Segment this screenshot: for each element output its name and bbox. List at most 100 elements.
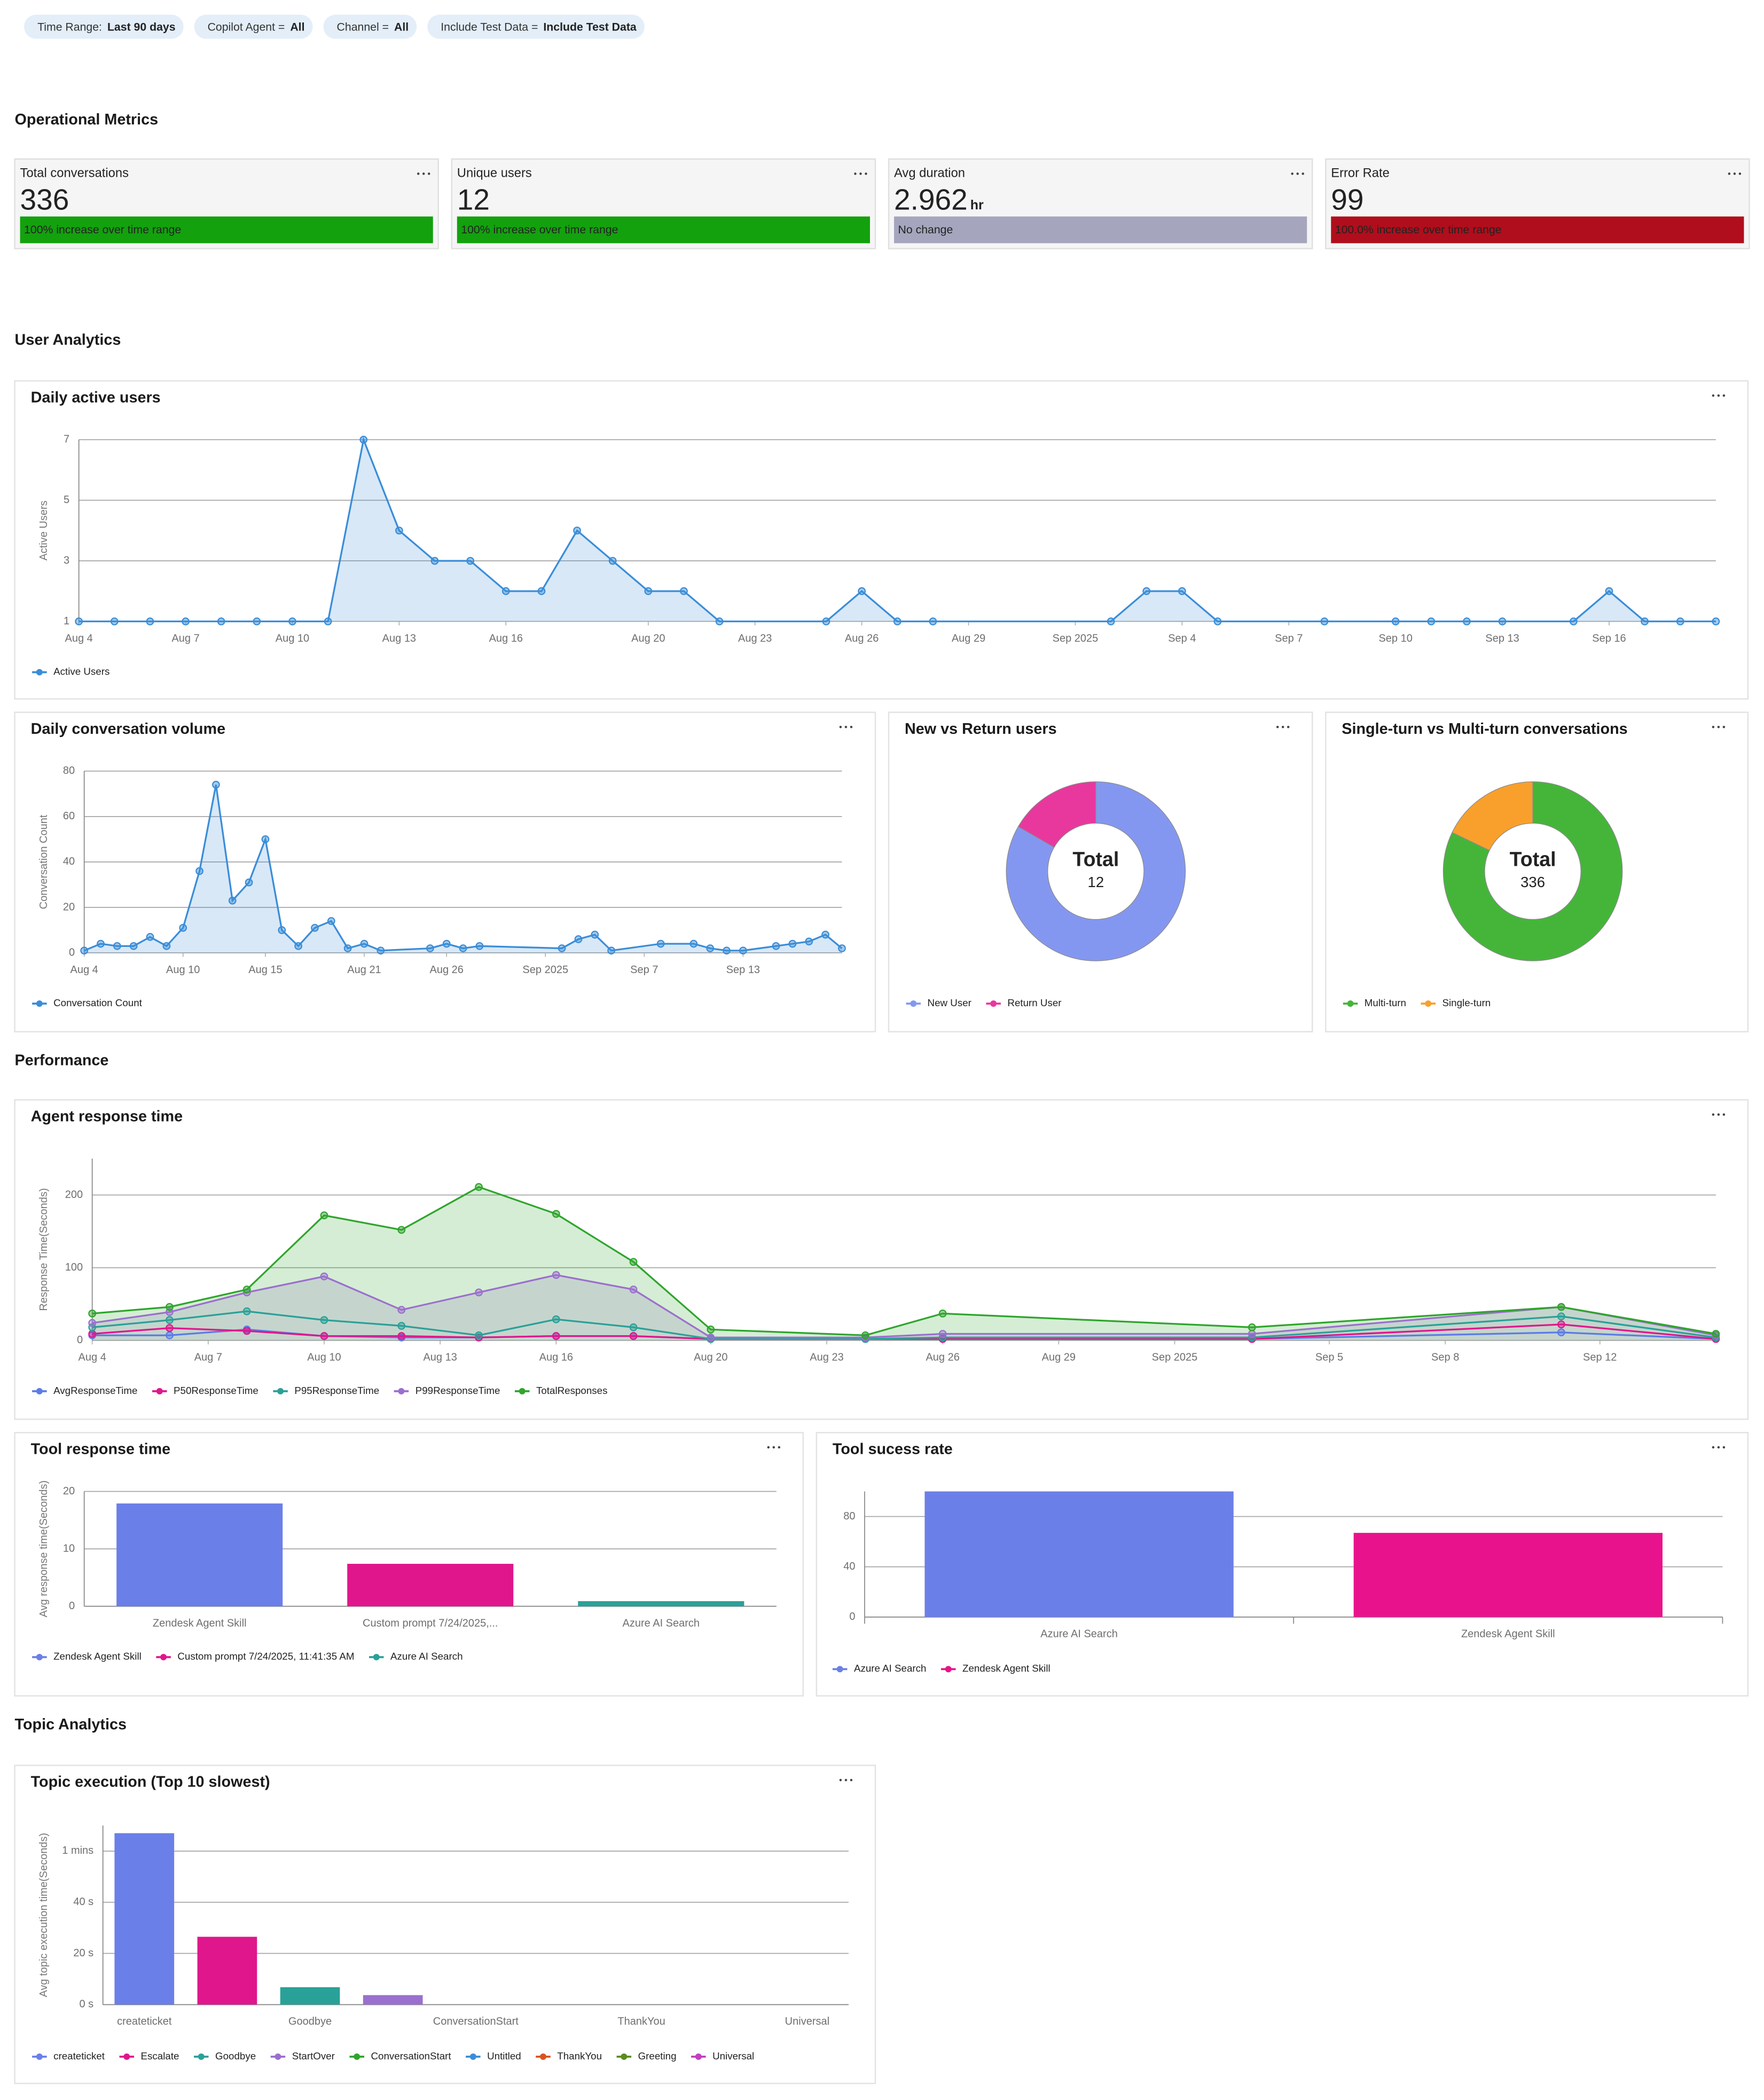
more-menu[interactable] [839, 725, 853, 728]
filter-pill[interactable]: Copilot Agent = All [194, 14, 313, 39]
data-point [430, 557, 439, 565]
x-tick-label: Sep 7 [1275, 632, 1303, 644]
y-tick-label: 100 [65, 1261, 83, 1273]
more-menu[interactable] [1712, 1446, 1726, 1449]
legend-item[interactable]: Conversation Count [32, 997, 143, 1008]
data-point [75, 617, 83, 625]
legend-item[interactable]: New User [906, 997, 971, 1008]
filter-pill[interactable]: Time Range: Last 90 days [24, 14, 184, 39]
legend-item[interactable]: AvgResponseTime [32, 1385, 137, 1396]
legend-item[interactable]: TotalResponses [514, 1385, 607, 1396]
filter-pill[interactable]: Include Test Data = Include Test Data [427, 14, 645, 39]
more-menu[interactable] [839, 1778, 853, 1782]
section-title: Performance [15, 1052, 109, 1069]
more-menu[interactable] [767, 1446, 781, 1449]
x-tick-label: Aug 20 [694, 1352, 727, 1364]
section-title: User Analytics [15, 332, 121, 349]
legend-item[interactable]: Azure AI Search [832, 1663, 927, 1674]
legend-item[interactable]: Untitled [466, 2050, 521, 2062]
data-point [574, 935, 583, 943]
chart-title: Daily conversation volume [31, 720, 226, 738]
legend-label: Azure AI Search [854, 1663, 926, 1674]
legend-item[interactable]: Zendesk Agent Skill [940, 1663, 1050, 1674]
legend-item[interactable]: Escalate [119, 2050, 179, 2062]
data-point [1557, 1303, 1565, 1311]
menu-dot [850, 725, 853, 728]
legend-label: ConversationStart [371, 2050, 452, 2062]
legend-item[interactable]: Zendesk Agent Skill [32, 1651, 142, 1662]
legend-dot [836, 1666, 843, 1673]
data-point [88, 1309, 97, 1318]
data-point [212, 780, 220, 789]
menu-dot [1728, 173, 1731, 175]
data-point [723, 946, 731, 955]
pill-bg [427, 14, 645, 39]
bar [347, 1564, 514, 1607]
legend-item[interactable]: createticket [32, 2050, 105, 2062]
more-menu[interactable] [854, 173, 867, 175]
data-point [360, 939, 369, 948]
data-point [772, 942, 780, 950]
x-tick-label: ConversationStart [433, 2016, 519, 2027]
data-point [706, 944, 715, 952]
data-point [1463, 617, 1471, 625]
chart-title: Agent response time [31, 1108, 183, 1125]
y-tick-label: 7 [64, 434, 69, 445]
filter-pill[interactable]: Channel = All [323, 14, 417, 39]
x-tick-label: Aug 26 [926, 1352, 959, 1364]
x-tick-label: Zendesk Agent Skill [1461, 1628, 1555, 1640]
data-point [88, 1319, 97, 1327]
data-point [929, 617, 937, 625]
legend-label: Single-turn [1442, 997, 1491, 1008]
area [92, 1187, 1716, 1341]
data-point [1391, 617, 1400, 625]
legend-item[interactable]: Greeting [616, 2050, 677, 2062]
legend-item[interactable]: P50ResponseTime [152, 1385, 258, 1396]
menu-dot [1712, 725, 1715, 728]
more-menu[interactable] [1712, 394, 1726, 397]
more-menu[interactable] [1712, 725, 1726, 728]
legend-item[interactable]: Single-turn [1421, 997, 1491, 1008]
more-menu[interactable] [1276, 725, 1290, 728]
menu-dot [1276, 725, 1279, 728]
x-tick-label: Aug 7 [171, 632, 199, 644]
x-tick-label: Azure AI Search [1040, 1628, 1118, 1640]
x-tick-label: Aug 16 [539, 1352, 573, 1364]
legend-item[interactable]: StartOver [270, 2050, 335, 2062]
more-menu[interactable] [1728, 173, 1742, 175]
legend-item[interactable]: Goodbye [194, 2050, 256, 2062]
y-tick-label: 20 s [73, 1947, 93, 1959]
menu-dot [778, 1446, 781, 1449]
data-point [552, 1271, 560, 1279]
kpi-change: 100.0% increase over time range [1335, 223, 1502, 236]
legend-dot [36, 1654, 43, 1660]
y-tick-label: 0 [69, 1600, 75, 1612]
data-point [166, 1316, 174, 1325]
y-tick-label: 1 [64, 615, 69, 627]
more-menu[interactable] [1291, 173, 1304, 175]
legend-item[interactable]: Return User [986, 997, 1062, 1008]
legend-item[interactable]: ConversationStart [349, 2050, 451, 2062]
kpi-title: Unique users [457, 166, 532, 181]
menu-dot [844, 1778, 848, 1782]
more-menu[interactable] [1712, 1113, 1726, 1116]
legend-item[interactable]: Active Users [32, 666, 109, 677]
legend-label: Multi-turn [1365, 997, 1406, 1008]
y-tick-label: 40 [843, 1561, 855, 1572]
legend-item[interactable]: Universal [691, 2050, 754, 2062]
legend-item[interactable]: P95ResponseTime [273, 1385, 379, 1396]
x-tick-label: Aug 13 [423, 1352, 457, 1364]
legend-item[interactable]: ThankYou [536, 2050, 602, 2062]
legend-item[interactable]: P99ResponseTime [394, 1385, 500, 1396]
legend-item[interactable]: Azure AI Search [369, 1651, 463, 1662]
legend-item[interactable]: Multi-turn [1343, 997, 1406, 1008]
more-menu[interactable] [417, 173, 430, 175]
area [84, 785, 842, 953]
x-tick-label: Sep 2025 [1152, 1352, 1198, 1364]
legend-item[interactable]: Custom prompt 7/24/2025, 11:41:35 AM [156, 1651, 354, 1662]
data-point [320, 1272, 328, 1281]
data-point [397, 1306, 406, 1314]
data-point [475, 942, 484, 950]
